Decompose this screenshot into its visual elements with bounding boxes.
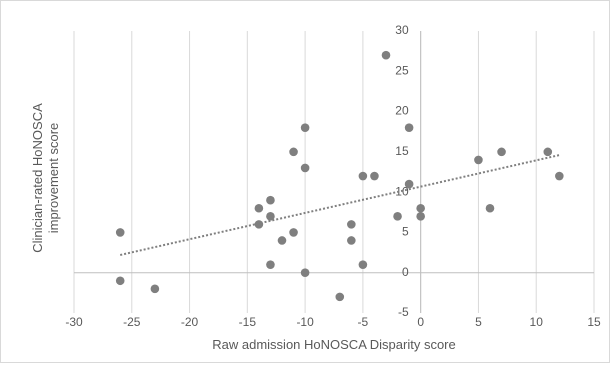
- data-point-8: [277, 236, 287, 245]
- x-tick-labels: -30 -25 -20 -15 -10 -5 0 5 10 15: [65, 315, 601, 329]
- x-tick-label-7: 5: [475, 315, 482, 329]
- data-point-13: [300, 268, 310, 278]
- x-tick-label-5: -5: [358, 315, 369, 329]
- x-tick-label-3: -15: [239, 315, 257, 329]
- x-tick-label-4: -10: [296, 315, 314, 329]
- data-point-22: [404, 123, 414, 132]
- trendline-group: [120, 154, 560, 256]
- x-tick-label-0: -30: [65, 315, 83, 329]
- data-point-18: [358, 260, 368, 269]
- grid-lines: [73, 31, 595, 313]
- y-tick-label-1: 0: [402, 265, 409, 279]
- data-point-15: [347, 220, 356, 229]
- data-point-27: [485, 203, 495, 213]
- data-point-25: [416, 212, 425, 221]
- y-tick-label-4: 15: [395, 144, 409, 158]
- data-point-30: [555, 171, 564, 181]
- data-point-7: [266, 260, 275, 269]
- x-axis-title: Raw admission HoNOSCA Disparity score: [212, 337, 455, 352]
- data-point-5: [266, 195, 275, 205]
- data-point-1: [115, 276, 125, 286]
- data-point-12: [300, 163, 310, 173]
- x-tick-label-2: -20: [181, 315, 199, 329]
- data-point-29: [543, 147, 553, 157]
- y-tick-label-6: 25: [395, 63, 409, 77]
- data-point-17: [358, 171, 368, 181]
- data-point-26: [474, 155, 483, 165]
- data-point-23: [404, 179, 414, 189]
- x-tick-label-8: 10: [530, 315, 544, 329]
- data-point-11: [300, 123, 310, 132]
- y-axis-title: Clinician-rated HoNOSCAimprovement score: [30, 103, 61, 253]
- data-point-2: [150, 284, 160, 294]
- data-point-0: [115, 228, 125, 237]
- trendline: [120, 154, 560, 256]
- data-point-20: [381, 50, 391, 60]
- data-point-4: [254, 220, 264, 229]
- y-tick-label-0: -5: [398, 305, 409, 319]
- data-point-9: [289, 147, 298, 157]
- y-tick-label-5: 20: [395, 104, 409, 118]
- data-point-21: [393, 212, 402, 221]
- y-tick-label-7: 30: [395, 23, 409, 37]
- data-points: [115, 50, 564, 302]
- y-tick-label-2: 5: [402, 225, 409, 239]
- data-point-14: [335, 292, 345, 302]
- x-tick-label-9: 15: [587, 315, 601, 329]
- data-point-6: [266, 212, 275, 221]
- data-point-16: [347, 236, 356, 245]
- x-tick-label-6: 0: [417, 315, 424, 329]
- data-point-28: [497, 147, 506, 157]
- data-point-10: [289, 228, 298, 237]
- y-tick-labels: -5051015202530: [395, 23, 409, 319]
- data-point-19: [370, 171, 379, 181]
- axes: [74, 31, 594, 313]
- data-point-24: [416, 203, 425, 213]
- data-point-3: [254, 203, 264, 213]
- x-tick-label-1: -25: [123, 315, 141, 329]
